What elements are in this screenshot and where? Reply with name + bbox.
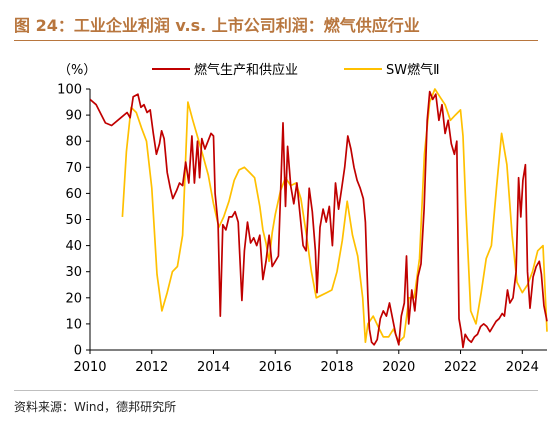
y-tick-label: 80 [65, 135, 82, 150]
x-tick-label: 2016 [259, 360, 292, 375]
y-tick-label: 0 [74, 344, 82, 359]
x-tick-label: 2024 [506, 360, 539, 375]
x-tick-label: 2014 [197, 360, 230, 375]
chart-title: 图 24：工业企业利润 v.s. 上市公司利润：燃气供应行业 [14, 16, 420, 35]
y-tick-label: 40 [65, 239, 82, 254]
y-tick-label: 100 [57, 83, 82, 98]
x-tick-label: 2022 [444, 360, 477, 375]
legend-gas-production-label: 燃气生产和供应业 [194, 62, 298, 78]
y-axis-unit-label: （%） [58, 63, 96, 78]
series-line-sw-gas [121, 88, 548, 344]
title-divider [14, 40, 538, 41]
y-tick-label: 10 [65, 317, 82, 332]
x-tick-label: 2010 [73, 360, 106, 375]
y-tick-label: 60 [65, 187, 82, 202]
x-tick-label: 2012 [135, 360, 168, 375]
y-tick-label: 50 [65, 213, 82, 228]
y-tick-label: 90 [65, 109, 82, 124]
source-divider [14, 390, 538, 391]
y-tick-label: 20 [65, 291, 82, 306]
series-line-gas-production [90, 90, 548, 349]
y-tick-label: 70 [65, 161, 82, 176]
source-note: 资料来源：Wind，德邦研究所 [14, 400, 177, 414]
y-tick-label: 30 [65, 265, 82, 280]
legend-sw-gas-label: SW燃气Ⅱ [386, 62, 440, 78]
x-tick-label: 2018 [320, 360, 353, 375]
x-tick-label: 2020 [382, 360, 415, 375]
